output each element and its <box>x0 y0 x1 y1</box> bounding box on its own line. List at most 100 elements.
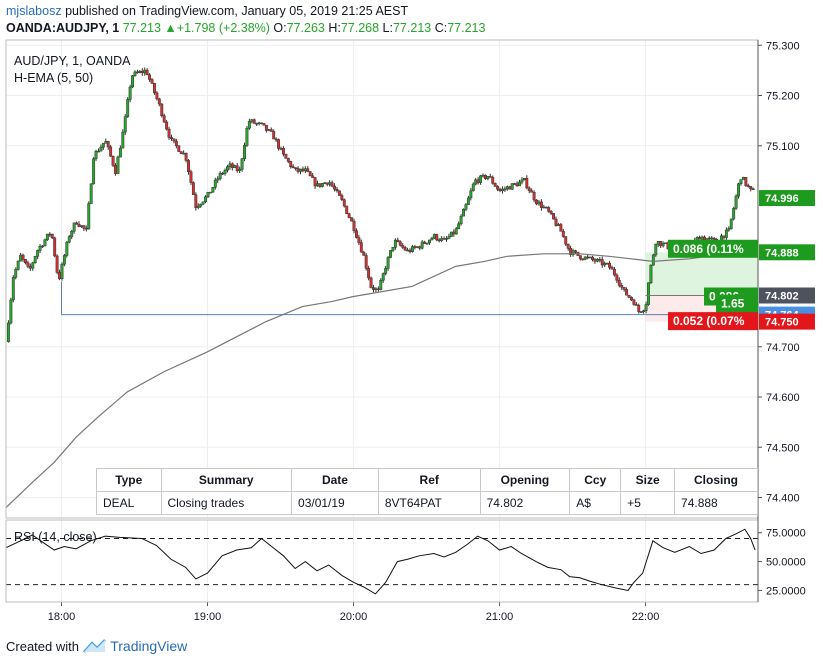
candle-body <box>333 185 336 190</box>
cell-opening: 74.802 <box>479 491 571 515</box>
candle-body <box>544 206 548 209</box>
candle-body <box>744 177 748 186</box>
rsi-tick-label: 25.0000 <box>766 585 806 597</box>
candle-body <box>476 179 480 183</box>
candle-body <box>335 188 339 192</box>
candle-body <box>301 168 305 172</box>
candle-body <box>578 255 582 260</box>
open-value: 77.263 <box>286 21 325 35</box>
candle-body <box>703 236 706 241</box>
candle-body <box>216 178 220 181</box>
candle-body <box>425 242 429 245</box>
candle-body <box>45 233 49 241</box>
candle-body <box>223 169 227 174</box>
candle-body <box>496 186 500 190</box>
candle-body <box>554 218 558 226</box>
candle-body <box>403 247 407 251</box>
tradingview-logo-icon <box>82 638 107 657</box>
candle-body <box>255 123 259 125</box>
candle-body <box>162 115 166 123</box>
tradingview-brand[interactable]: TradingView <box>110 638 188 654</box>
candle-body <box>367 268 371 279</box>
candle-body <box>221 172 225 175</box>
candle-body <box>588 256 592 259</box>
candle-body <box>211 187 215 193</box>
cell-type: DEAL <box>96 491 162 515</box>
candle-body <box>347 213 351 218</box>
candle-body <box>174 140 178 146</box>
candle-body <box>600 259 604 266</box>
candle-body <box>612 268 616 276</box>
candle-body <box>432 234 436 239</box>
cell-ref: 8VT64PAT <box>377 491 481 515</box>
rsi-tick-label: 75.0000 <box>766 528 806 540</box>
candle-body <box>43 239 47 247</box>
candle-body <box>556 224 560 226</box>
candle-body <box>413 246 417 248</box>
candle-body <box>260 122 263 125</box>
candle-body <box>340 195 344 200</box>
symbol-name: OANDA:AUDJPY, 1 <box>6 21 120 35</box>
candle-body <box>274 138 278 141</box>
candle-body <box>48 233 52 236</box>
candle-body <box>111 155 115 166</box>
candle-body <box>325 182 329 185</box>
candle-body <box>698 237 702 240</box>
candle-body <box>466 197 470 205</box>
table-row: DEAL Closing trades 03/01/19 8VT64PAT 74… <box>96 491 758 515</box>
candle-body <box>384 268 388 274</box>
candle-body <box>369 277 373 288</box>
candle-body <box>454 228 458 235</box>
candle-body <box>418 246 422 249</box>
candle-body <box>503 188 507 191</box>
candle-body <box>462 209 465 217</box>
candle-body <box>204 196 208 203</box>
candle-body <box>194 194 198 208</box>
candle-body <box>75 222 79 225</box>
trade-label-text: 1.65 <box>721 297 745 311</box>
close-label: C: <box>434 21 448 35</box>
candle-body <box>165 121 169 130</box>
candle-body <box>510 183 514 190</box>
candle-body <box>359 242 363 253</box>
candle-body <box>410 246 414 252</box>
candle-body <box>11 277 15 301</box>
candle-body <box>474 179 478 185</box>
candle-body <box>135 71 139 74</box>
candle-body <box>559 224 563 232</box>
candle-body <box>447 236 451 239</box>
candle-body <box>649 264 653 284</box>
candle-body <box>734 195 738 209</box>
candle-body <box>140 70 144 74</box>
candle-body <box>138 70 142 73</box>
candle-body <box>364 255 368 269</box>
candle-body <box>527 187 531 191</box>
candle-body <box>50 233 54 239</box>
candle-body <box>277 139 281 149</box>
candle-body <box>593 259 597 262</box>
rsi-grid <box>6 520 758 602</box>
price-label-text: 74.750 <box>765 317 799 329</box>
high-value: 77.268 <box>340 21 380 35</box>
candle-body <box>65 241 69 256</box>
candle-body <box>505 186 509 190</box>
open-label: O: <box>273 21 287 35</box>
candle-body <box>352 220 356 231</box>
y-tick-label: 74.400 <box>766 492 800 504</box>
candle-body <box>620 285 624 288</box>
author-link[interactable]: mjslabosz <box>6 4 62 18</box>
candle-body <box>440 238 444 241</box>
candle-body <box>566 243 570 249</box>
candle-body <box>267 129 271 131</box>
candle-body <box>535 199 538 205</box>
candle-body <box>617 279 621 286</box>
candle-body <box>396 239 400 242</box>
candle-body <box>179 151 183 154</box>
table-header-row: Type Summary Date Ref Opening Ccy Size C… <box>96 468 758 492</box>
candle-body <box>199 203 203 207</box>
candle-body <box>233 165 237 168</box>
candle-body <box>170 137 173 139</box>
cell-date: 03/01/19 <box>291 491 379 515</box>
publish-info: mjslabosz published on TradingView.com, … <box>6 4 408 18</box>
candle-body <box>449 231 453 237</box>
